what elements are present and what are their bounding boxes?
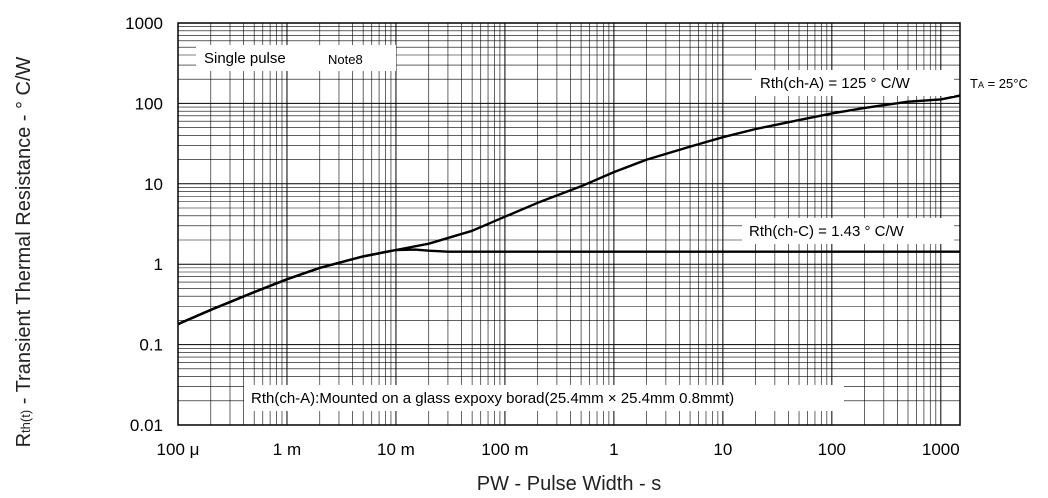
x-tick-label: 1 bbox=[609, 440, 618, 459]
x-tick-label: 100 m bbox=[481, 440, 528, 459]
x-tick-labels: 100 μ 1 m 10 m 100 m 1 10 100 1000 bbox=[157, 440, 960, 459]
y-tick-label: 0.01 bbox=[130, 416, 163, 435]
x-tick-label: 100 bbox=[818, 440, 846, 459]
mounting-note-box bbox=[244, 385, 844, 411]
y-tick-label: 0.1 bbox=[139, 336, 163, 355]
x-tick-label: 10 bbox=[713, 440, 732, 459]
x-tick-label: 1 m bbox=[273, 440, 301, 459]
rth-ch-a-label: Rth(ch-A) = 125 ° C/W bbox=[760, 75, 911, 92]
single-pulse-box bbox=[196, 45, 396, 71]
curves bbox=[177, 94, 961, 326]
rth-ch-c-label: Rth(ch-C) = 1.43 ° C/W bbox=[749, 223, 905, 240]
y-tick-labels: 0.01 0.1 1 10 100 1000 bbox=[125, 14, 163, 435]
note-label: Note8 bbox=[328, 52, 363, 67]
mounting-note-label: Rth(ch-A):Mounted on a glass expoxy bora… bbox=[251, 390, 734, 407]
ambient-temp-subscript: A bbox=[978, 80, 984, 90]
x-tick-label: 10 m bbox=[377, 440, 415, 459]
rth-ch-a-box bbox=[752, 70, 954, 96]
y-tick-label: 10 bbox=[144, 175, 163, 194]
x-axis-title: PW - Pulse Width - s bbox=[477, 473, 661, 495]
y-axis-title: Rth(t) - Transient Thermal Resistance - … bbox=[13, 56, 35, 447]
plot-frame-group bbox=[177, 22, 961, 426]
annotation-boxes bbox=[196, 45, 954, 411]
rth-ch-c-box bbox=[742, 218, 954, 244]
series-1-line bbox=[177, 94, 961, 326]
y-axis-title-rest: - Transient Thermal Resistance - ° C/W bbox=[13, 56, 35, 409]
ambient-temp-label: TA = 25°C bbox=[970, 76, 1028, 91]
y-tick-label: 1 bbox=[154, 255, 163, 274]
x-tick-label: 100 μ bbox=[157, 440, 200, 459]
y-tick-label: 1000 bbox=[125, 14, 163, 33]
ambient-temp-value: = 25°C bbox=[984, 76, 1028, 91]
y-axis-title-main: R bbox=[13, 433, 35, 447]
x-tick-label: 1000 bbox=[922, 440, 960, 459]
y-tick-label: 100 bbox=[135, 94, 163, 113]
plot-frame bbox=[177, 22, 961, 426]
series-2-line bbox=[177, 248, 960, 326]
y-axis-title-subscript: th(t) bbox=[18, 410, 33, 433]
single-pulse-label: Single pulse bbox=[204, 50, 286, 67]
ambient-temp-t: T bbox=[970, 76, 978, 91]
